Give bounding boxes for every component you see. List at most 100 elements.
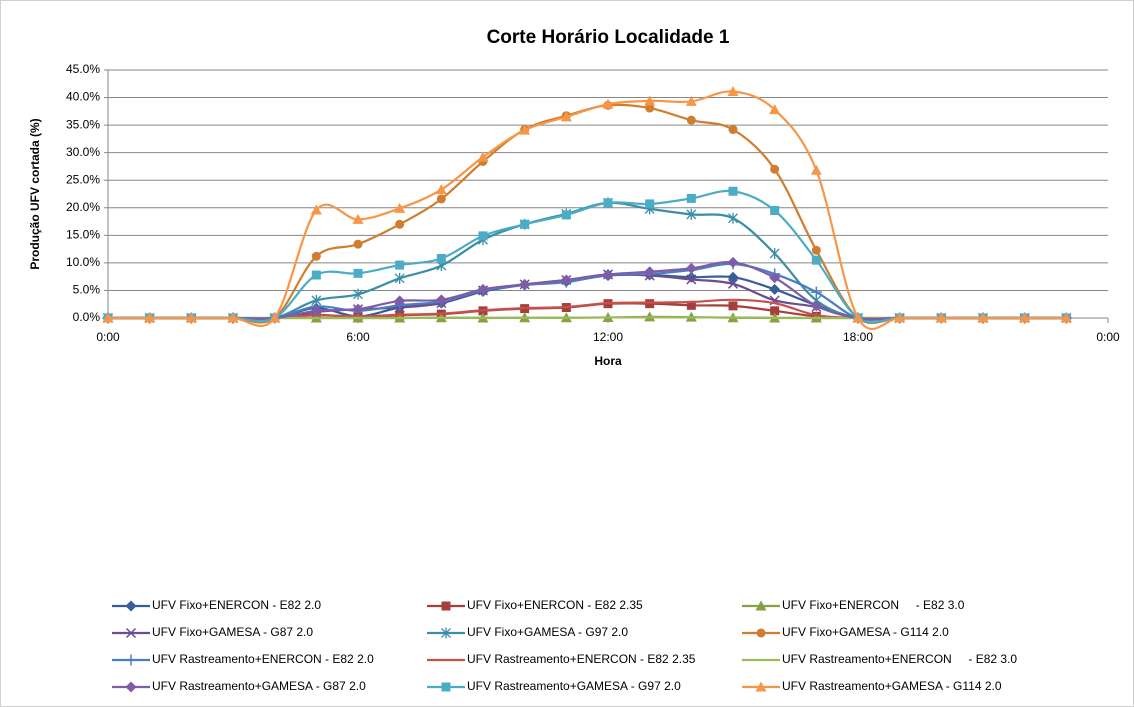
point xyxy=(645,199,655,209)
point xyxy=(727,85,739,96)
point xyxy=(311,251,321,261)
point xyxy=(685,95,697,106)
point xyxy=(810,300,822,312)
legend-marker xyxy=(125,654,137,666)
legend-label: UFV Rastreamento+ENERCON - E82 3.0 xyxy=(782,652,1017,666)
point xyxy=(728,125,738,135)
point xyxy=(769,272,781,284)
legend-label: UFV Rastreamento+ENERCON - E82 2.0 xyxy=(152,652,374,666)
point xyxy=(269,312,281,323)
point xyxy=(645,299,655,309)
point xyxy=(395,260,405,270)
point xyxy=(810,286,822,298)
point xyxy=(520,219,530,229)
point xyxy=(310,305,322,317)
point xyxy=(770,164,780,174)
legend-label: UFV Fixo+GAMESA - G114 2.0 xyxy=(782,625,949,639)
point xyxy=(686,193,696,203)
y-tick-label: 15.0% xyxy=(66,228,100,242)
point xyxy=(852,312,864,323)
point xyxy=(519,278,531,290)
point xyxy=(478,231,488,241)
point xyxy=(894,312,906,323)
y-axis-label: Produção UFV cortada (%) xyxy=(28,118,42,269)
x-tick-label: 12:00 xyxy=(593,330,623,344)
point xyxy=(1060,312,1072,323)
point xyxy=(394,295,406,307)
point xyxy=(685,262,697,274)
point xyxy=(311,270,321,280)
point xyxy=(602,268,614,280)
point xyxy=(977,312,989,323)
point xyxy=(811,255,821,265)
point xyxy=(185,312,197,323)
point xyxy=(602,98,614,109)
legend-marker xyxy=(441,682,451,692)
point xyxy=(353,288,363,300)
legend-label: UFV Fixo+ENERCON - E82 3.0 xyxy=(782,598,965,612)
point xyxy=(769,248,780,260)
legend-marker xyxy=(125,681,137,693)
point xyxy=(477,283,489,295)
legend-label: UFV Rastreamento+GAMESA - G97 2.0 xyxy=(467,679,681,693)
legend-marker xyxy=(441,627,451,639)
point xyxy=(770,206,780,216)
y-tick-label: 0.0% xyxy=(73,310,101,324)
point xyxy=(561,210,571,220)
x-tick-label: 0:00 xyxy=(96,330,120,344)
point xyxy=(770,306,780,316)
x-tick-label: 0:00 xyxy=(1096,330,1120,344)
point xyxy=(435,294,447,306)
point xyxy=(686,208,697,220)
point xyxy=(395,219,405,229)
point xyxy=(644,266,656,278)
legend-label: UFV Fixo+ENERCON - E82 2.35 xyxy=(467,598,643,612)
legend-label: UFV Rastreamento+GAMESA - G87 2.0 xyxy=(152,679,366,693)
x-axis-label: Hora xyxy=(594,354,622,368)
point xyxy=(144,312,156,323)
legend-label: UFV Fixo+GAMESA - G87 2.0 xyxy=(152,625,313,639)
x-tick-label: 6:00 xyxy=(346,330,370,344)
point xyxy=(477,151,489,162)
point xyxy=(519,124,531,135)
point xyxy=(560,274,572,286)
y-tick-label: 10.0% xyxy=(66,255,100,269)
point xyxy=(227,312,239,323)
point xyxy=(603,198,613,208)
point xyxy=(102,312,114,323)
point xyxy=(1019,312,1031,323)
y-tick-label: 30.0% xyxy=(66,145,100,159)
y-tick-label: 5.0% xyxy=(73,283,101,297)
x-tick-label: 18:00 xyxy=(843,330,873,344)
point xyxy=(810,164,822,175)
point xyxy=(353,239,363,249)
point xyxy=(436,253,446,263)
legend-label: UFV Rastreamento+GAMESA - G114 2.0 xyxy=(782,679,1002,693)
point xyxy=(644,95,656,106)
point xyxy=(352,213,364,224)
legend-marker xyxy=(756,628,766,638)
point xyxy=(728,301,738,311)
point xyxy=(728,212,738,224)
point xyxy=(353,268,363,278)
y-tick-label: 20.0% xyxy=(66,200,100,214)
point xyxy=(935,312,947,323)
legend-marker xyxy=(125,627,137,639)
point xyxy=(727,256,739,268)
legend-label: UFV Fixo+GAMESA - G97 2.0 xyxy=(467,625,628,639)
point xyxy=(645,103,655,113)
point xyxy=(686,115,696,125)
point xyxy=(769,283,781,295)
legend-marker xyxy=(755,600,767,611)
point xyxy=(686,300,696,310)
point xyxy=(435,184,447,195)
point xyxy=(727,271,739,283)
point xyxy=(394,272,405,284)
point xyxy=(394,202,406,213)
legend-marker xyxy=(125,600,137,612)
point xyxy=(769,104,781,115)
point xyxy=(811,245,821,255)
point xyxy=(310,204,322,215)
chart-title: Corte Horário Localidade 1 xyxy=(487,27,730,48)
